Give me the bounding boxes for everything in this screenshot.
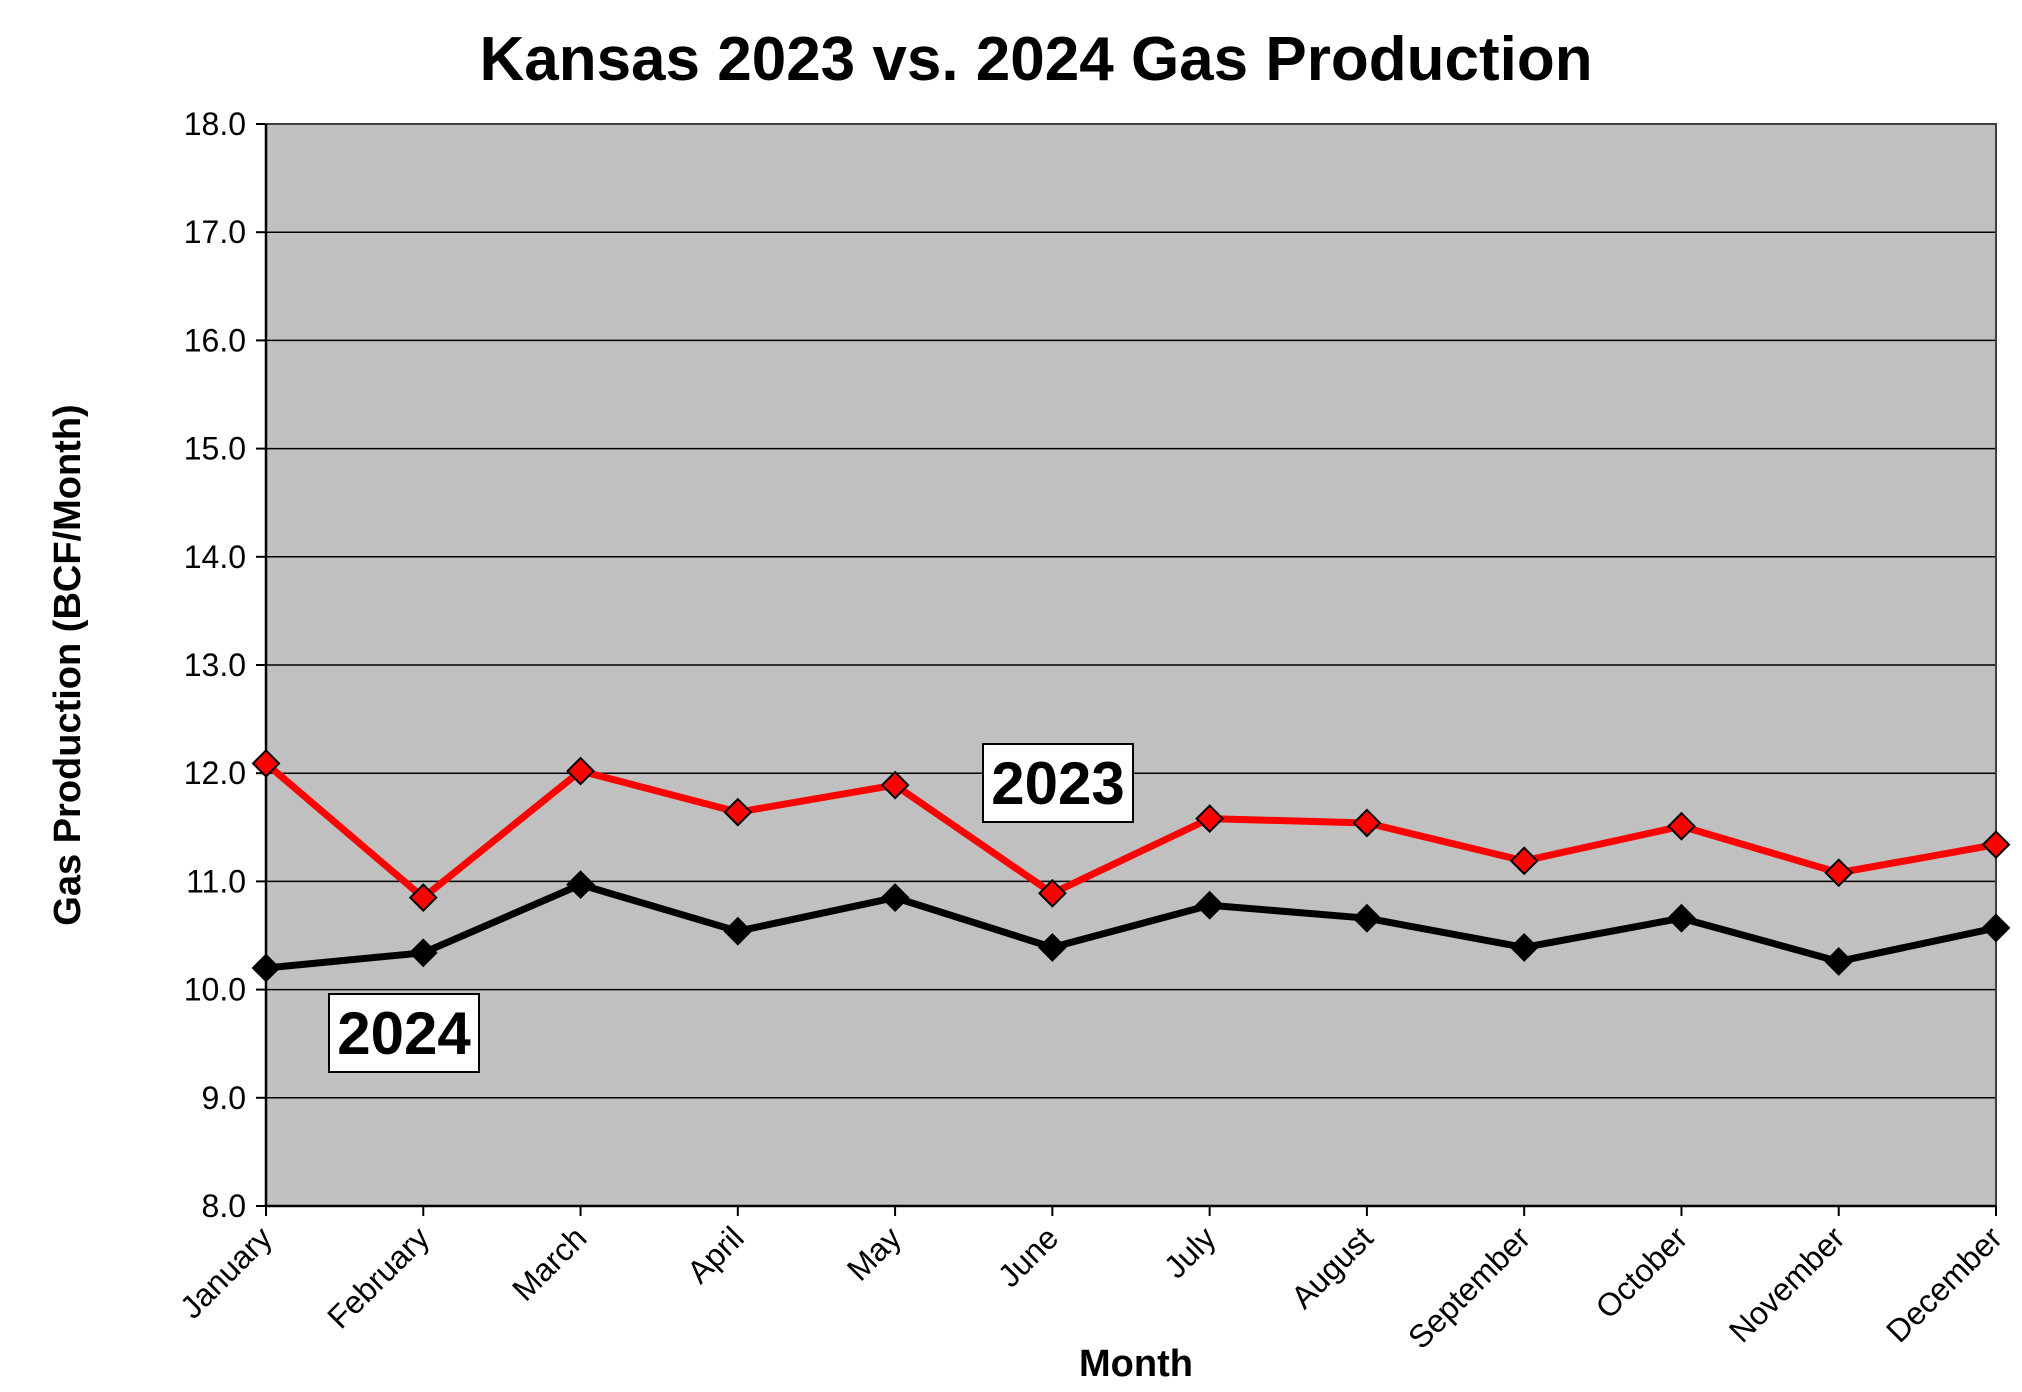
y-tick-label: 10.0 xyxy=(184,972,246,1008)
x-tick-label: May xyxy=(840,1219,908,1287)
x-tick-label: December xyxy=(1879,1219,2009,1349)
data-point-2023 xyxy=(251,749,281,778)
data-point-2023 xyxy=(1981,830,2011,860)
y-tick-label: 16.0 xyxy=(184,322,246,358)
data-point-2023 xyxy=(566,756,595,786)
y-tick-label: 15.0 xyxy=(184,431,246,467)
data-point-2024 xyxy=(1981,913,2011,943)
y-tick-label: 11.0 xyxy=(186,863,246,899)
series-label-2023: 2023 xyxy=(991,750,1124,817)
series-layer xyxy=(251,749,2011,983)
series-label-2024: 2024 xyxy=(337,1000,471,1067)
data-point-2024 xyxy=(1195,890,1225,920)
data-point-2023 xyxy=(408,883,438,913)
data-point-2024 xyxy=(1824,947,1854,976)
series-line-2023 xyxy=(262,759,2000,902)
data-point-2023 xyxy=(1667,811,1696,841)
x-tick-label: June xyxy=(991,1219,1066,1294)
data-point-2024 xyxy=(723,916,753,946)
data-point-2023 xyxy=(1352,808,1382,838)
data-point-2023 xyxy=(1037,878,1067,908)
y-tick-label: 14.0 xyxy=(184,539,246,575)
data-point-2024 xyxy=(1037,932,1067,962)
data-point-2024 xyxy=(408,938,438,968)
y-tick-label: 18.0 xyxy=(184,106,246,142)
x-tick-label: August xyxy=(1284,1219,1380,1315)
y-tick-label: 17.0 xyxy=(184,214,246,250)
y-tick-label: 13.0 xyxy=(184,647,246,683)
y-tick-label: 12.0 xyxy=(184,755,246,791)
x-tick-label: November xyxy=(1722,1219,1852,1349)
y-axis-title: Gas Production (BCF/Month) xyxy=(47,404,89,925)
data-point-2024 xyxy=(251,953,281,983)
data-point-2023 xyxy=(1195,804,1225,834)
x-tick-label: April xyxy=(680,1219,751,1290)
x-tick-label: February xyxy=(320,1219,436,1335)
data-point-2024 xyxy=(1352,903,1382,933)
data-point-2023 xyxy=(880,770,910,800)
chart-title: Kansas 2023 vs. 2024 Gas Production xyxy=(479,25,1592,94)
data-point-2024 xyxy=(566,870,595,900)
series-line-2024 xyxy=(262,881,2000,972)
series-labels: 2023 2024 xyxy=(328,743,1134,1073)
data-point-2023 xyxy=(723,797,753,827)
series-label-box-2024 xyxy=(328,993,480,1073)
data-point-2024 xyxy=(1509,932,1539,962)
x-tick-label: January xyxy=(173,1219,279,1325)
series-label-box-2023 xyxy=(982,743,1134,823)
x-tick-label: July xyxy=(1157,1219,1223,1285)
x-tick-label: March xyxy=(505,1219,593,1307)
data-point-2023 xyxy=(1509,846,1539,876)
x-axis-title: Month xyxy=(1079,1343,1193,1385)
data-point-2024 xyxy=(1667,903,1696,933)
y-tick-label: 9.0 xyxy=(202,1080,246,1116)
y-tick-label: 8.0 xyxy=(202,1188,246,1224)
data-point-2023 xyxy=(1824,858,1854,888)
x-tick-label: September xyxy=(1401,1219,1537,1355)
data-point-2024 xyxy=(880,883,910,913)
x-tick-label: October xyxy=(1588,1219,1694,1325)
